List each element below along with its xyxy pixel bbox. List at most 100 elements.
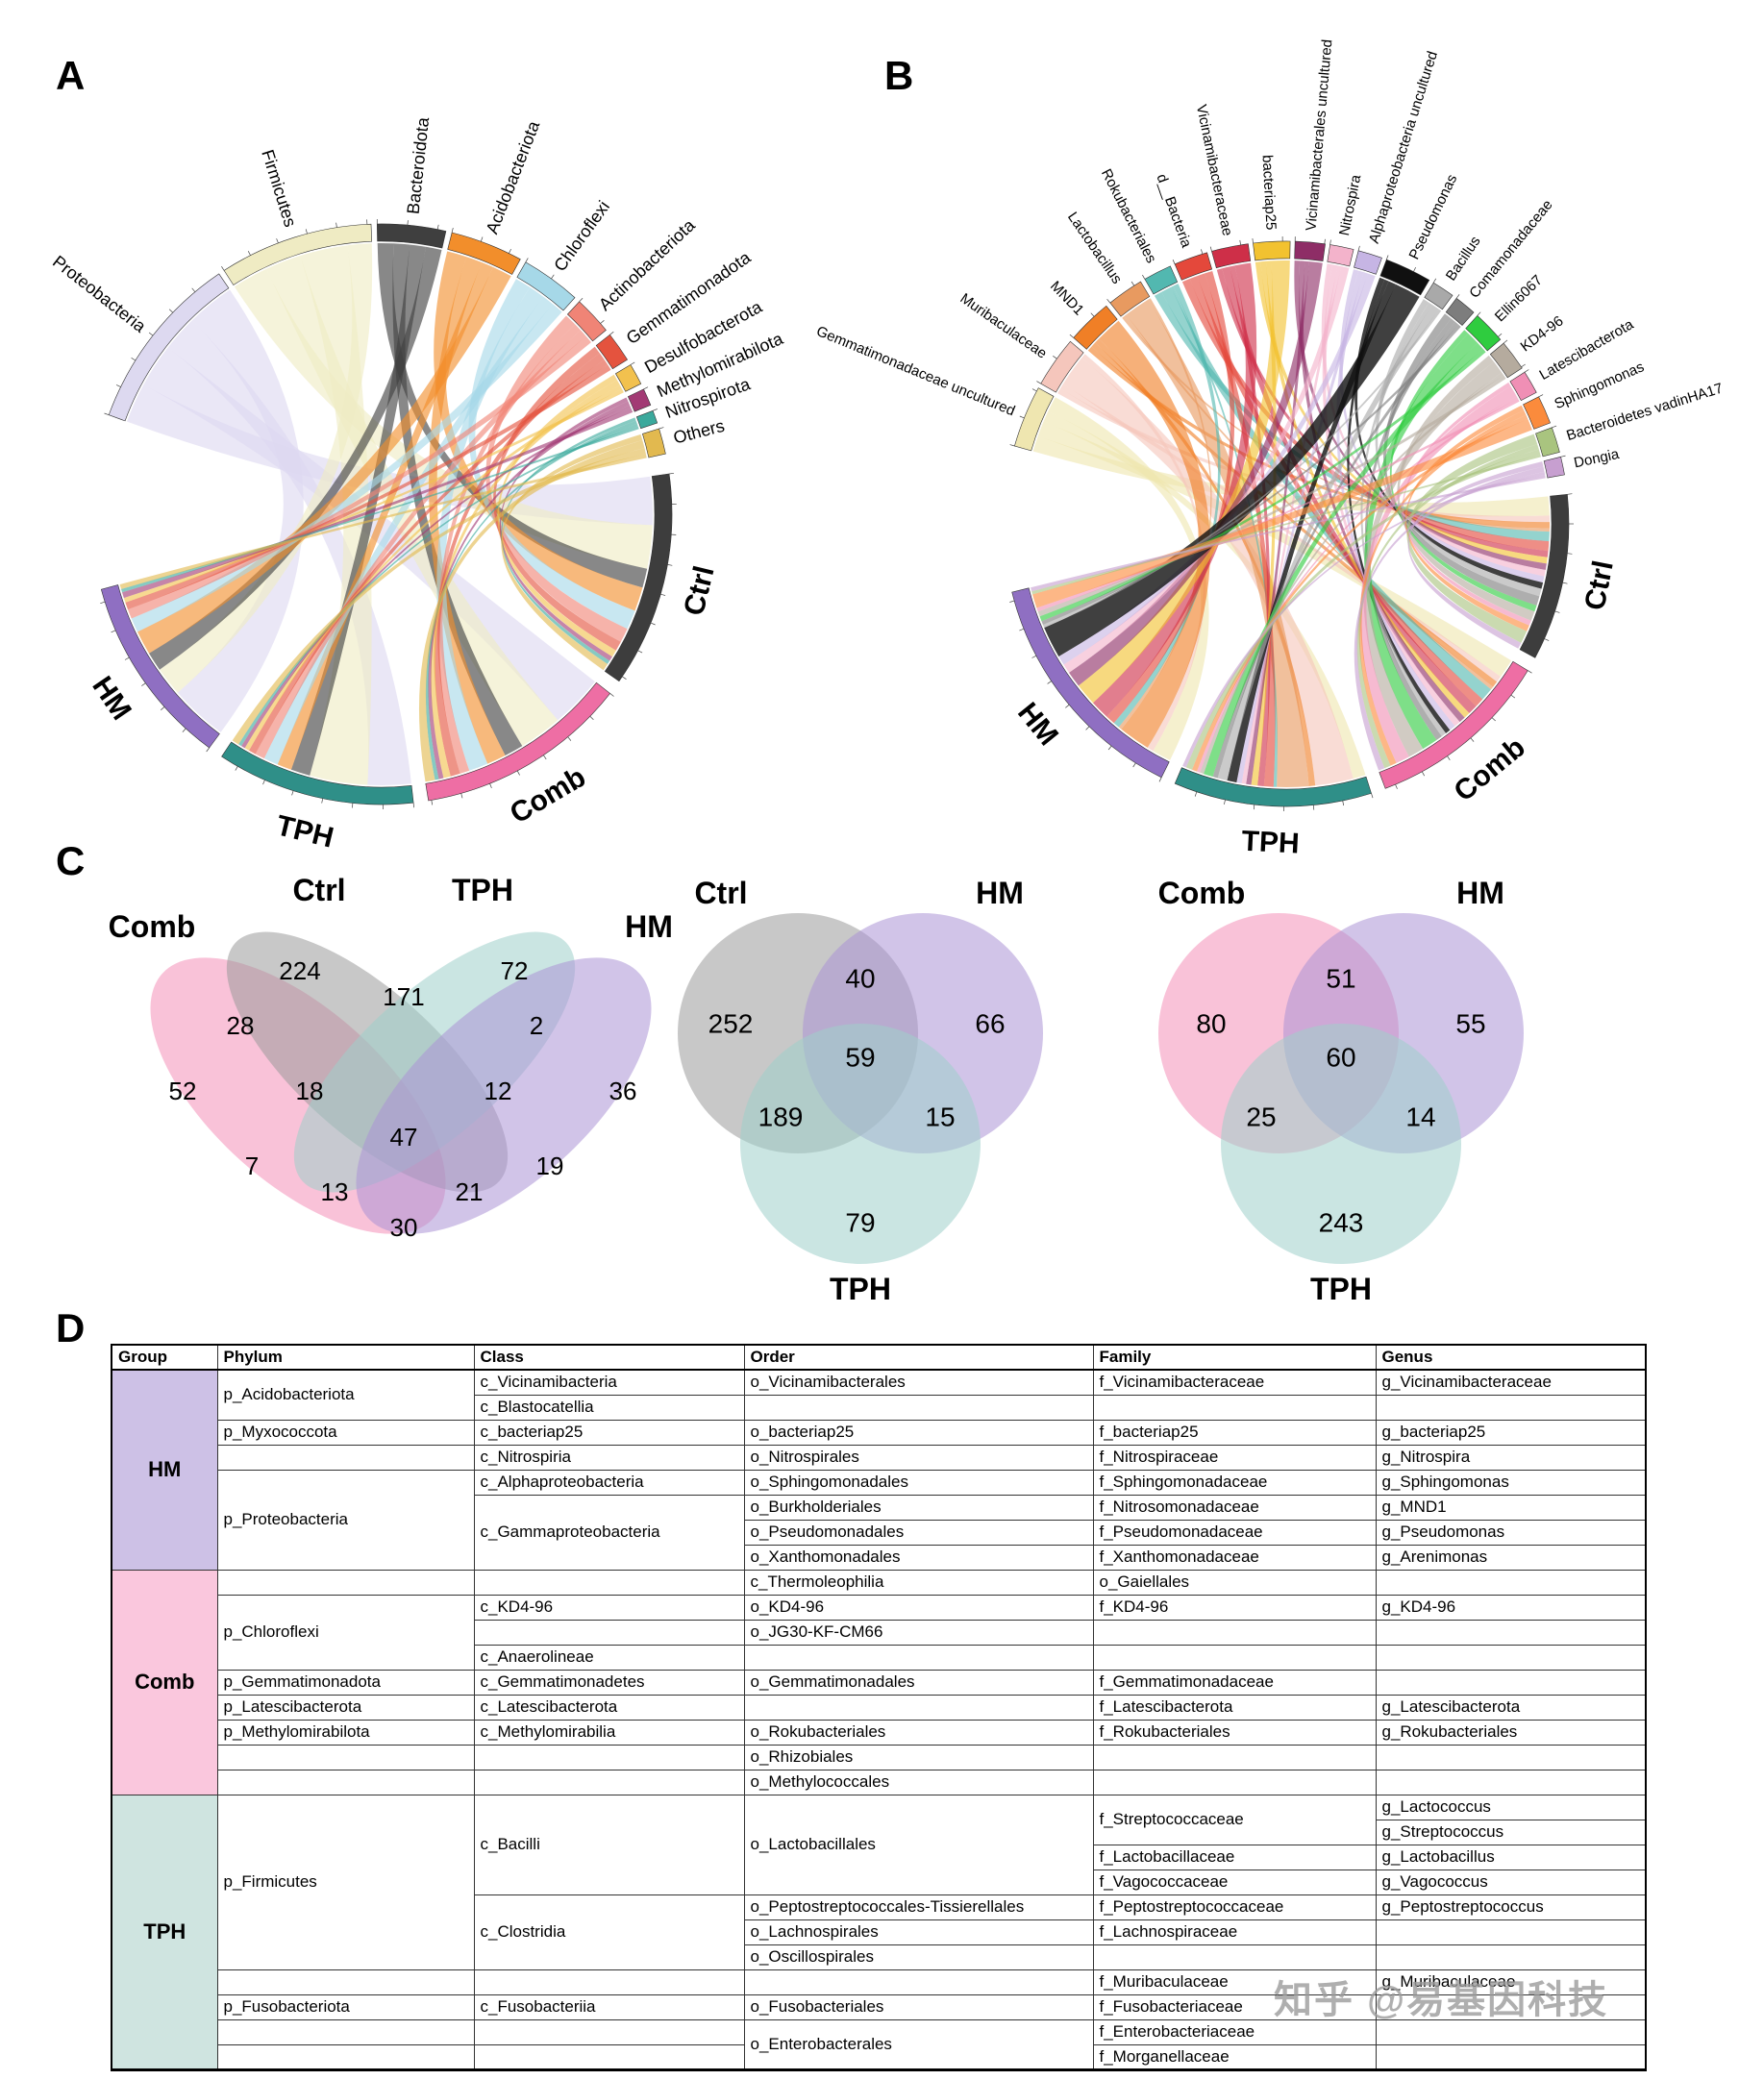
table-cell: c_Gammaproteobacteria [473,1494,745,1571]
table-cell [1375,2043,1647,2070]
table-row: Comb c_Thermoleophilia o_Gaiellales [111,1569,1647,1795]
table-cell: g_Arenimonas [1375,1544,1647,1571]
axis-tick [1567,493,1573,495]
table-cell [1092,1394,1377,1421]
table-cell [1092,1769,1377,1795]
chord-arc-segment [1073,305,1118,350]
axis-tick [1395,784,1398,789]
axis-tick [1019,628,1025,631]
table-cell [1092,1944,1377,1970]
chord-ribbon [437,324,581,774]
chord-ribbon [137,266,511,654]
axis-tick [1498,333,1503,337]
chord-ribbon [1126,299,1309,787]
chord-arc-segment [1519,493,1570,658]
chord-ribbon [434,251,643,611]
axis-tick [104,412,110,416]
chord-arc-segment [635,409,658,430]
table-cell: g_Streptococcus [1375,1819,1647,1845]
axis-tick [480,236,484,242]
venn-count-ABD: 21 [456,1177,484,1206]
venn-ctrl-hm-tph: Ctrl HM TPH 252 66 79 40 189 15 59 [678,876,1043,1306]
table-row: c_Gammaproteobacteria o_Burkholderiales f_… [112,1494,1647,1571]
table-row: p_Methylomirabilota c_Methylomirabilia o_R… [112,1719,1647,1746]
venn-set-label-HM: HM [976,876,1024,910]
table-cell: g_Pseudomonas [1375,1519,1647,1546]
axis-tick [1447,755,1451,760]
chord-group-label: Ctrl [1579,558,1620,613]
chord-ribbon [1032,418,1532,608]
table-cell: f_Gemmatimonadaceae [1092,1669,1377,1696]
axis-tick [352,803,354,808]
venn-count-BD: 19 [536,1151,564,1180]
table-cell: c_Thermoleophilia [743,1569,1094,1596]
axis-tick [206,747,210,753]
chord-arc-segment [595,334,629,370]
chord-arc-segment [1327,244,1354,267]
table-row: o_Methylococcales [112,1769,1647,1795]
venn-count-B: 224 [279,956,320,985]
axis-tick [1413,266,1417,272]
chord-ribbon [1059,384,1502,682]
table-cell: o_Xanthomonadales [743,1544,1094,1571]
chord-arc-segment [1379,660,1528,789]
axis-tick [1552,425,1557,429]
chord-taxon-label: Dongia [1573,446,1622,472]
chord-taxon-label: Chloroflexi [550,197,613,275]
table-cell: p_Myxococcota [216,1419,475,1446]
chord-arc-segment [1509,371,1537,402]
axis-tick [1107,745,1112,751]
axis-tick [609,693,614,697]
table-row: o_Rhizobiales [112,1744,1647,1770]
table-cell: o_JG30-KF-CM66 [743,1619,1094,1646]
table-cell: p_Fusobacteriota [216,1993,475,2020]
axis-tick [1371,793,1374,799]
chord-arc-segment [1424,282,1453,310]
axis-tick [1209,246,1212,252]
chord-arc-segment [223,223,373,285]
chord-taxon-label: Vicinamibacterales uncultured [1303,38,1335,232]
axis-tick [335,222,337,228]
axis-tick [1009,600,1015,603]
chord-ribbon [1241,265,1342,784]
table-cell: f_Lachnospiraceae [1092,1919,1377,1945]
table-cell: c_Clostridia [473,1894,745,1970]
axis-tick [650,622,656,626]
axis-tick [412,803,414,808]
table-cell: p_Methylomirabilota [216,1719,475,1746]
chord-arc-segment [1174,767,1372,807]
venn-count-A: 80 [1196,1009,1226,1039]
venn-count-BC: 15 [925,1102,955,1132]
table-cell [473,1769,745,1795]
table-cell: g_MND1 [1375,1494,1647,1521]
axis-tick [161,706,165,710]
chord-taxon-label: Muribaculaceae [957,290,1051,362]
chord-ribbon [160,243,373,693]
chord-ribbon [127,384,654,526]
table-cell [743,1644,1094,1671]
group-cell-Comb: Comb [111,1569,218,1795]
table-row: o_Pseudomonadales f_Pseudomonadaceae g_Pse… [112,1519,1647,1546]
axis-tick [509,248,511,254]
chord-ribbons [119,242,654,785]
chord-arc-segment [1465,314,1502,352]
venn-count-BC: 14 [1405,1102,1435,1132]
axis-tick [643,386,649,390]
table-cell: c_Alphaproteobacteria [473,1469,745,1496]
axis-tick [1503,339,1508,344]
axis-tick [1510,694,1516,699]
table-cell [1375,1619,1647,1646]
venn-set-label-Comb: Comb [109,909,196,944]
axis-tick [436,224,439,230]
axis-tick [1538,394,1544,398]
column-header: Family [1092,1344,1377,1371]
chord-arc-segment [447,232,521,275]
chord-ribbon [1236,272,1368,784]
axis-tick [1544,638,1550,641]
chord-arc-segment [604,473,673,682]
panel-label-c: C [56,838,86,883]
table-cell: g_Peptostreptococcus [1375,1894,1647,1920]
table-cell [1375,1644,1647,1671]
table-cell: g_Nitrospira [1375,1444,1647,1471]
table-cell: p_Latescibacterota [216,1694,475,1721]
